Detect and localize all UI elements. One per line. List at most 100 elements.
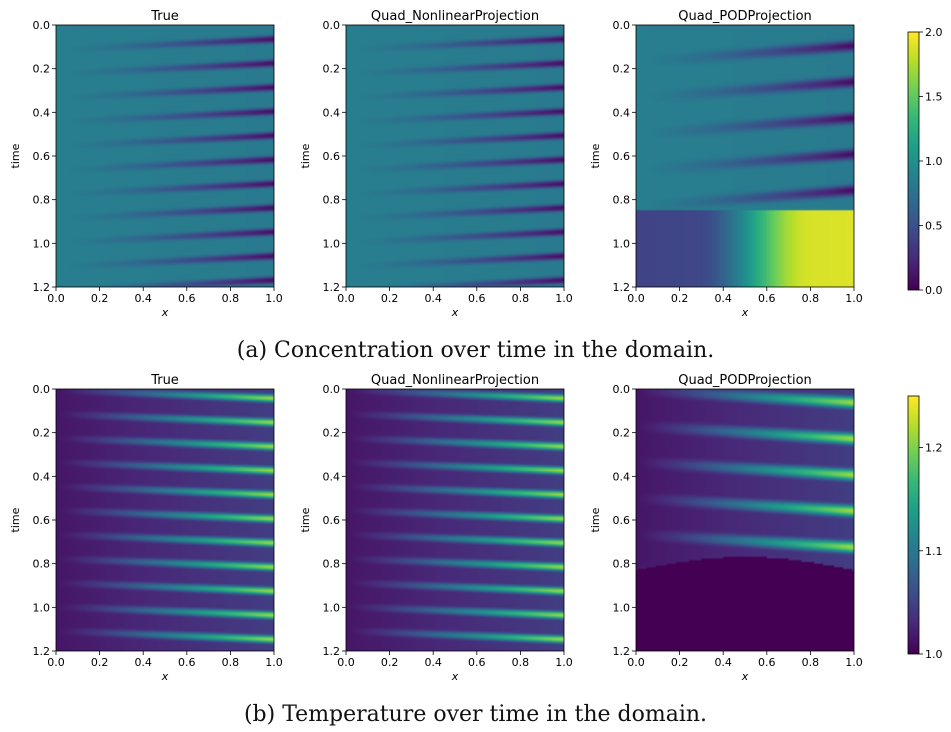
y-tick-label: 0.0: [323, 383, 341, 396]
plot-title: True: [150, 373, 179, 388]
x-tick-label: 0.0: [337, 656, 355, 669]
x-axis-label: x: [161, 670, 169, 683]
x-tick-label: 0.6: [468, 292, 486, 305]
heatmap-image: [636, 25, 854, 287]
x-tick-label: 0.2: [671, 656, 689, 669]
y-tick-label: 1.0: [323, 601, 341, 614]
y-tick-label: 0.0: [323, 19, 341, 32]
plot-title: Quad_NonlinearProjection: [371, 373, 539, 388]
y-tick-label: 1.2: [323, 281, 341, 294]
y-tick-label: 1.0: [323, 237, 341, 250]
x-tick-label: 0.4: [134, 292, 152, 305]
y-tick-label: 0.2: [33, 63, 51, 76]
x-tick-label: 0.0: [627, 292, 645, 305]
y-tick-label: 0.4: [33, 106, 51, 119]
y-tick-label: 0.8: [613, 558, 631, 571]
x-tick-label: 0.4: [424, 656, 442, 669]
y-tick-label: 0.8: [323, 194, 341, 207]
y-tick-label: 1.2: [613, 645, 631, 658]
y-tick-label: 1.0: [33, 601, 51, 614]
heatmap-image: [346, 25, 564, 287]
x-tick-label: 0.2: [91, 292, 109, 305]
y-tick-label: 0.0: [613, 19, 631, 32]
colorbar: [908, 32, 919, 290]
x-tick-label: 0.8: [802, 656, 820, 669]
x-tick-label: 1.0: [555, 656, 573, 669]
y-tick-label: 0.8: [323, 558, 341, 571]
x-tick-label: 0.6: [468, 656, 486, 669]
x-axis-label: x: [451, 670, 459, 683]
y-tick-label: 0.2: [323, 63, 341, 76]
x-axis-label: x: [741, 670, 749, 683]
x-tick-label: 0.8: [512, 656, 530, 669]
y-tick-label: 1.2: [33, 645, 51, 658]
x-axis-label: x: [161, 306, 169, 319]
y-tick-label: 0.6: [613, 514, 631, 527]
y-tick-label: 0.2: [323, 427, 341, 440]
x-tick-label: 0.6: [178, 656, 196, 669]
colorbar-tick-label: 0.0: [925, 284, 943, 297]
x-axis-label: x: [451, 306, 459, 319]
y-tick-label: 0.4: [613, 470, 631, 483]
y-tick-label: 0.4: [33, 470, 51, 483]
x-tick-label: 0.8: [802, 292, 820, 305]
colorbar-frame: [907, 395, 920, 655]
y-tick-label: 0.2: [33, 427, 51, 440]
x-tick-label: 0.2: [381, 656, 399, 669]
y-axis-label: time: [589, 143, 602, 168]
x-tick-label: 0.0: [47, 292, 65, 305]
y-tick-label: 0.6: [33, 514, 51, 527]
y-tick-label: 0.0: [33, 383, 51, 396]
plot-title: Quad_NonlinearProjection: [371, 9, 539, 24]
colorbar-tick-label: 1.0: [925, 155, 943, 168]
x-tick-label: 0.6: [758, 292, 776, 305]
y-tick-label: 1.2: [613, 281, 631, 294]
y-axis-label: time: [589, 507, 602, 532]
x-tick-label: 1.0: [265, 656, 283, 669]
plot-title: Quad_PODProjection: [678, 373, 812, 388]
y-tick-label: 1.2: [33, 281, 51, 294]
y-tick-label: 0.4: [323, 470, 341, 483]
y-axis-label: time: [9, 143, 22, 168]
y-tick-label: 0.0: [613, 383, 631, 396]
x-tick-label: 0.4: [424, 292, 442, 305]
x-tick-label: 0.2: [381, 292, 399, 305]
y-tick-label: 0.4: [323, 106, 341, 119]
x-tick-label: 0.8: [222, 656, 240, 669]
x-tick-label: 0.8: [222, 292, 240, 305]
x-tick-label: 0.6: [758, 656, 776, 669]
x-tick-label: 1.0: [845, 292, 863, 305]
plot-title: Quad_PODProjection: [678, 9, 812, 24]
y-tick-label: 0.4: [613, 106, 631, 119]
y-tick-label: 0.6: [323, 514, 341, 527]
plot-title: True: [150, 9, 179, 24]
y-tick-label: 0.0: [33, 19, 51, 32]
caption-a: (a) Concentration over time in the domai…: [236, 338, 715, 363]
x-axis-label: x: [741, 306, 749, 319]
y-tick-label: 0.8: [33, 194, 51, 207]
y-tick-label: 1.0: [33, 237, 51, 250]
colorbar-tick-label: 1.0: [925, 648, 943, 661]
x-tick-label: 0.0: [337, 292, 355, 305]
y-tick-label: 0.6: [323, 150, 341, 163]
y-tick-label: 1.2: [323, 645, 341, 658]
y-tick-label: 0.2: [613, 427, 631, 440]
colorbar-tick-label: 1.5: [925, 91, 943, 104]
y-tick-label: 1.0: [613, 237, 631, 250]
heatmap-image: [346, 389, 564, 651]
x-tick-label: 0.8: [512, 292, 530, 305]
x-tick-label: 0.2: [91, 656, 109, 669]
colorbar-tick-label: 2.0: [925, 26, 943, 39]
colorbar: [908, 396, 919, 654]
x-tick-label: 0.0: [47, 656, 65, 669]
x-tick-label: 0.6: [178, 292, 196, 305]
x-tick-label: 0.4: [714, 292, 732, 305]
y-tick-label: 0.6: [33, 150, 51, 163]
x-tick-label: 0.4: [714, 656, 732, 669]
y-axis-label: time: [299, 143, 312, 168]
heatmap-image: [56, 389, 274, 651]
x-tick-label: 1.0: [845, 656, 863, 669]
heatmap-image: [636, 389, 854, 651]
x-tick-label: 0.2: [671, 292, 689, 305]
